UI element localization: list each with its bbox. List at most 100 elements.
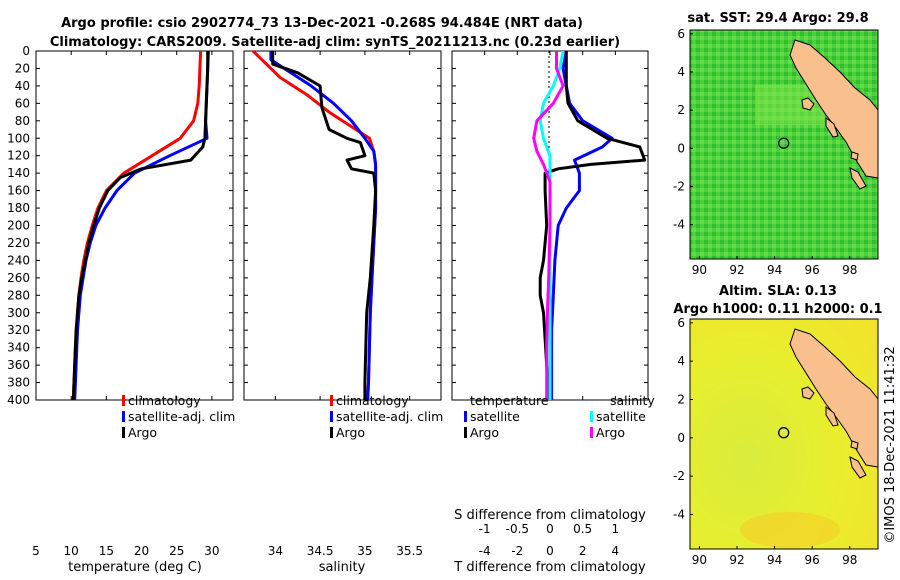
main-title-line-2: Climatology: CARS2009. Satellite-adj cli…: [50, 35, 620, 50]
lat-tick-label: 0: [677, 141, 685, 155]
depth-tick-label: 0: [22, 44, 30, 58]
island-nias: [825, 117, 839, 138]
sla-field: [689, 318, 879, 550]
s-diff-tick-label: 1: [612, 522, 620, 536]
lat-tick-label: -2: [673, 469, 685, 483]
legend-label-t-satellite: satellite: [470, 409, 520, 424]
depth-tick-label: 80: [15, 114, 30, 128]
lon-tick-label: 90: [692, 263, 707, 277]
x-tick-label: 30: [204, 544, 219, 558]
lon-tick-label: 92: [729, 263, 744, 277]
sla-map-lon-axis: 90 92 94 96 98: [692, 546, 857, 567]
s-diff-tick-label: 0.5: [573, 522, 592, 536]
x-tick-label: 10: [64, 544, 79, 558]
sla-map-title-line-2: Argo h1000: 0.11 h2000: 0.1: [673, 302, 882, 317]
difference-legend: temperature salinity satellite Argo sate…: [464, 393, 655, 440]
s-diff-tick-label: -1: [479, 522, 491, 536]
depth-tick-label: 180: [7, 201, 30, 215]
x-tick-label: 15: [99, 544, 114, 558]
depth-tick-label: 140: [7, 166, 30, 180]
depth-tick-label: 400: [7, 393, 30, 407]
x-tick-label: 4: [612, 544, 620, 558]
lat-tick-label: 0: [677, 431, 685, 445]
lat-tick-label: 6: [677, 316, 685, 330]
x-tick-label: 35.5: [396, 544, 423, 558]
series-line-climatology: [251, 49, 378, 401]
island-batu: [850, 151, 859, 161]
salinity-panel-frame: [243, 50, 442, 401]
legend-label-s-satellite: satellite: [596, 409, 646, 424]
legend-heading-salinity: salinity: [610, 393, 655, 408]
x-tick-label: 25: [169, 544, 184, 558]
s-difference-x-label: S difference from climatology: [454, 508, 646, 523]
salinity-legend: climatology satellite-adj. clim Argo: [330, 393, 443, 440]
argo-location-marker: [778, 427, 790, 439]
depth-tick-label: 340: [7, 341, 30, 355]
legend-label-argo: Argo: [128, 425, 157, 440]
x-tick-label: 20: [134, 544, 149, 558]
sst-map-lon-axis: 90 92 94 96 98: [692, 256, 857, 277]
x-tick-label: 34: [268, 544, 283, 558]
lon-tick-label: 98: [842, 263, 857, 277]
legend-label-argo: Argo: [336, 425, 365, 440]
legend-label-climatology: climatology: [128, 393, 201, 408]
lon-tick-label: 94: [767, 553, 782, 567]
main-title-line-1: Argo profile: csio 2902774_73 13-Dec-202…: [61, 16, 583, 31]
legend-swatch-t-satellite: [464, 411, 467, 422]
s-difference-x-axis: -1 -0.5 0 0.5 1: [479, 522, 619, 536]
legend-label-satellite-adj: satellite-adj. clim: [336, 409, 443, 424]
imos-timestamp: ©IMOS 18-Dec-2021 11:41:32: [883, 346, 898, 543]
depth-tick-label: 40: [15, 79, 30, 93]
temperature-series: [71, 50, 210, 401]
x-tick-label: 35: [357, 544, 372, 558]
legend-swatch-s-satellite: [590, 411, 593, 422]
legend-label-satellite-adj: satellite-adj. clim: [128, 409, 235, 424]
lat-tick-label: 4: [677, 354, 685, 368]
sst-map: [689, 29, 879, 260]
legend-swatch-satellite-adj: [330, 411, 333, 422]
island-siberut: [849, 167, 867, 190]
sst-field: [689, 29, 879, 260]
x-tick-label: 5: [32, 544, 40, 558]
island-simeulue: [801, 386, 815, 400]
legend-label-climatology: climatology: [336, 393, 409, 408]
legend-swatch-satellite-adj: [122, 411, 125, 422]
s-diff-tick-label: 0: [546, 522, 554, 536]
lon-tick-label: 90: [692, 553, 707, 567]
lon-tick-label: 98: [842, 553, 857, 567]
x-tick-label: 0: [546, 544, 554, 558]
depth-tick-label: 160: [7, 184, 30, 198]
legend-heading-temperature: temperature: [470, 393, 549, 408]
salinity-series: [251, 49, 378, 401]
depth-tick-label: 320: [7, 323, 30, 337]
t-difference-x-label: T difference from climatology: [453, 560, 646, 575]
temperature-x-label: temperature (deg C): [68, 560, 202, 575]
lon-tick-label: 94: [767, 263, 782, 277]
legend-swatch-argo: [330, 427, 333, 438]
sla-map-lat-axis: 6 4 2 0 -2 -4: [673, 316, 693, 522]
lon-tick-label: 92: [729, 553, 744, 567]
depth-tick-label: 280: [7, 288, 30, 302]
island-nias: [825, 406, 839, 427]
sst-map-lat-axis: 6 4 2 0 -2 -4: [673, 27, 693, 232]
difference-series: [532, 50, 647, 401]
legend-swatch-t-argo: [464, 427, 467, 438]
sla-high-patch: [740, 512, 840, 548]
sst-map-title: sat. SST: 29.4 Argo: 29.8: [687, 11, 868, 26]
series-line-satellite-adj-clim: [269, 51, 378, 401]
s-diff-tick-label: -0.5: [506, 522, 529, 536]
island-simeulue: [801, 97, 815, 111]
legend-swatch-climatology: [122, 395, 125, 406]
lat-tick-label: 4: [677, 65, 685, 79]
x-tick-label: -2: [511, 544, 523, 558]
depth-tick-label: 120: [7, 149, 30, 163]
depth-tick-label: 220: [7, 236, 30, 250]
lat-tick-label: -4: [673, 508, 685, 522]
sla-map: [689, 318, 879, 550]
depth-tick-label: 360: [7, 358, 30, 372]
lat-tick-label: 6: [677, 27, 685, 41]
island-siberut: [849, 456, 867, 479]
series-line-argo: [271, 51, 378, 400]
series-line-t-argo: [538, 51, 647, 401]
